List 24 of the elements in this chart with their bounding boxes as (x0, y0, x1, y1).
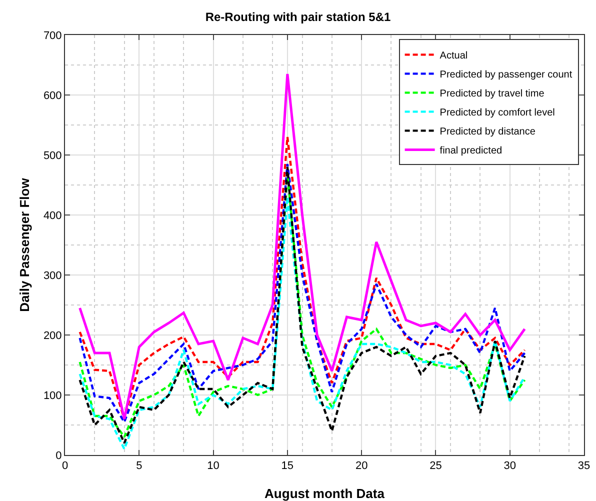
chart-title: Re-Routing with pair station 5&1 (205, 10, 391, 24)
x-tick-label: 10 (207, 460, 220, 472)
legend-label: Predicted by comfort level (440, 108, 555, 119)
x-tick-label: 5 (136, 460, 142, 472)
x-tick-label: 35 (578, 460, 590, 472)
y-tick-label: 700 (43, 30, 62, 42)
x-tick-label: 30 (504, 460, 516, 472)
legend-label: Predicted by travel time (440, 88, 545, 100)
y-tick-label: 200 (43, 330, 62, 342)
y-tick-label: 600 (43, 90, 62, 102)
legend-label: Predicted by passenger count (440, 70, 572, 81)
x-tick-label: 15 (281, 460, 294, 472)
y-tick-label: 100 (43, 390, 62, 402)
y-tick-label: 500 (43, 150, 62, 162)
legend-label: Predicted by distance (440, 126, 536, 138)
legend-label: final predicted (440, 146, 502, 157)
y-tick-label: 400 (43, 210, 62, 222)
y-tick-label: 0 (56, 450, 62, 462)
x-tick-label: 25 (430, 460, 442, 472)
y-axis-title: Daily Passenger Flow (17, 177, 32, 312)
x-tick-label: 20 (355, 460, 368, 472)
legend-label: Actual (440, 50, 468, 62)
x-axis-title: August month Data (264, 486, 386, 501)
y-tick-label: 300 (43, 270, 62, 282)
